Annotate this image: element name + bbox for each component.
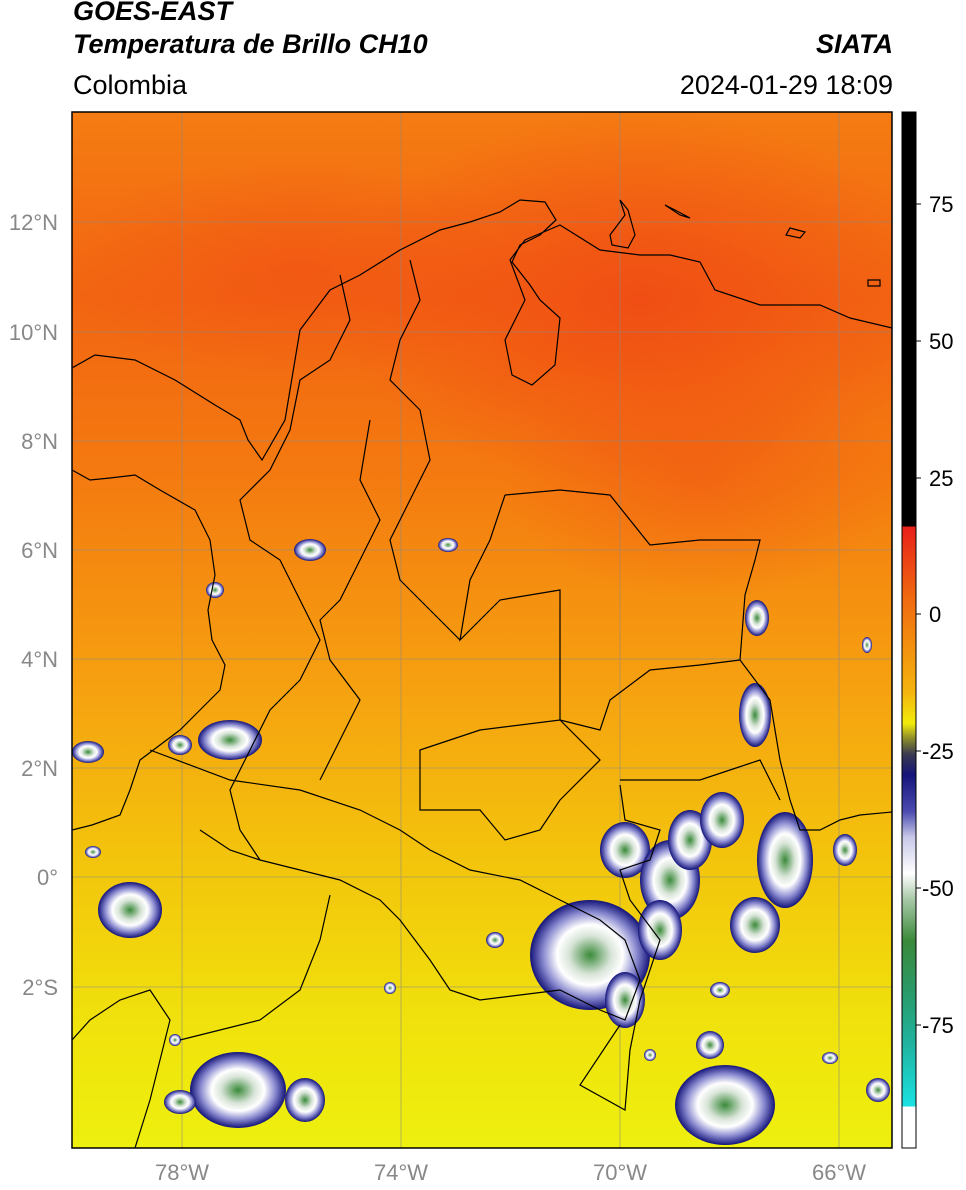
lat-tick: 8°N xyxy=(21,429,58,454)
timestamp: 2024-01-29 18:09 xyxy=(679,70,893,100)
colorbar-tick: 25 xyxy=(929,466,953,491)
latitude-axis: 12°N 10°N 8°N 6°N 4°N 2°N 0° 2°S xyxy=(9,210,58,1000)
colorbar-tick: -50 xyxy=(922,876,954,901)
lon-tick: 66°W xyxy=(812,1160,866,1185)
lat-tick: 6°N xyxy=(21,538,58,563)
title-line-1: GOES-EAST xyxy=(73,0,233,26)
colorbar: 75 50 25 0 -25 -50 -75 xyxy=(901,111,954,1149)
colorbar-tick: 75 xyxy=(929,192,953,217)
lon-tick: 74°W xyxy=(374,1160,428,1185)
lat-tick: 0° xyxy=(37,865,58,890)
lon-tick: 78°W xyxy=(155,1160,209,1185)
lat-tick: 2°N xyxy=(21,756,58,781)
map-panel xyxy=(72,112,892,1148)
lat-tick: 10°N xyxy=(9,320,58,345)
lat-tick: 2°S xyxy=(22,975,58,1000)
cloud-cells xyxy=(72,538,890,1145)
region-label: Colombia xyxy=(73,70,188,100)
longitude-axis: 78°W 74°W 70°W 66°W xyxy=(155,1160,866,1185)
colorbar-tick: 50 xyxy=(929,329,953,354)
borders xyxy=(72,199,892,1148)
graticule xyxy=(72,112,892,1148)
lat-tick: 12°N xyxy=(9,210,58,235)
lon-tick: 70°W xyxy=(593,1160,647,1185)
lat-tick: 4°N xyxy=(21,647,58,672)
colorbar-tick: -75 xyxy=(922,1013,954,1038)
colorbar-tick: -25 xyxy=(922,739,954,764)
brand-label: SIATA xyxy=(816,29,893,59)
colorbar-tick: 0 xyxy=(929,602,941,627)
title-line-2: Temperatura de Brillo CH10 xyxy=(73,29,428,59)
